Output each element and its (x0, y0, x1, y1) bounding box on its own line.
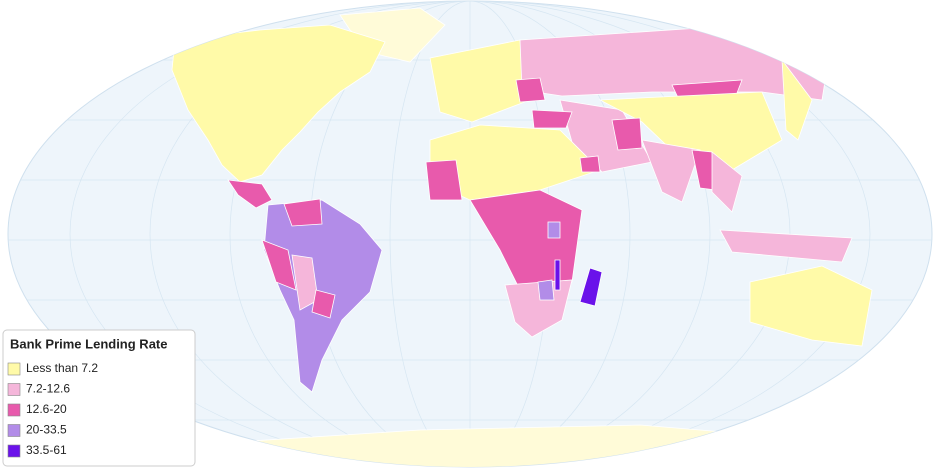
countries (148, 7, 873, 467)
ukraine (515, 77, 546, 103)
afghanistan (611, 117, 643, 151)
paraguay-uruguay (311, 289, 336, 319)
west-africa (425, 159, 463, 201)
legend-label: 33.5-61 (26, 443, 67, 457)
legend-swatch (7, 403, 21, 417)
yemen (579, 155, 601, 173)
legend-title: Bank Prime Lending Rate (10, 336, 167, 351)
indonesia (719, 229, 853, 263)
europe (429, 39, 531, 123)
southern-africa (504, 279, 573, 338)
peru (261, 239, 297, 291)
legend-label: 20-33.5 (26, 423, 67, 437)
venezuela (283, 198, 323, 227)
central-africa (469, 189, 583, 291)
north-america (171, 24, 386, 183)
central-america (227, 179, 273, 209)
india (641, 139, 701, 203)
zimbabwe-area (537, 279, 555, 301)
middle-east (559, 99, 653, 173)
legend-swatch (7, 362, 21, 376)
japan (781, 58, 813, 141)
burundi-area (547, 221, 561, 239)
legend-label: 12.6-20 (26, 402, 67, 416)
turkey (531, 109, 573, 129)
legend-label: Less than 7.2 (26, 361, 98, 375)
legend-label: 7.2-12.6 (26, 382, 70, 396)
malawi (554, 259, 561, 291)
legend-items: Less than 7.2 7.2-12.6 12.6-20 20-33.5 33.5-… (7, 361, 98, 458)
southeast-asia (711, 151, 743, 213)
legend-swatch (7, 424, 21, 437)
legend-swatch (7, 444, 21, 458)
greenland (339, 7, 446, 63)
legend-box (2, 329, 196, 467)
madagascar (579, 267, 603, 307)
australia (749, 265, 873, 347)
legend-swatch (7, 383, 21, 396)
